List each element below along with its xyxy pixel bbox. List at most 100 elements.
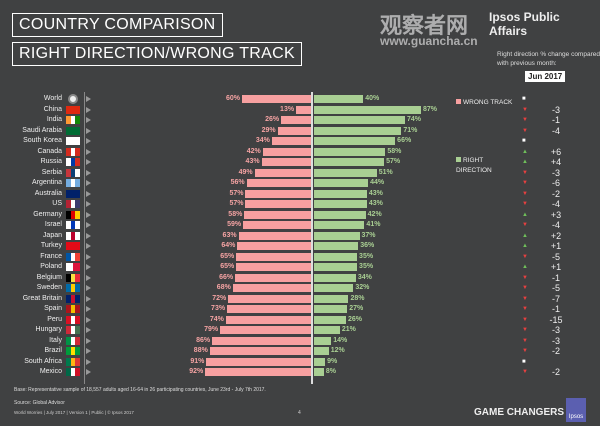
- trend-up-icon: ▲: [522, 264, 528, 270]
- right-direction-label: 74%: [407, 116, 422, 123]
- change-value: -3: [551, 104, 560, 115]
- play-arrow-icon: [86, 253, 91, 260]
- wrong-track-bar: [235, 273, 311, 282]
- wrong-track-bar: [245, 189, 311, 198]
- chart-row: South Africa 91% 9% ■: [0, 357, 600, 367]
- right-direction-label: 27%: [349, 305, 364, 312]
- trend-down-icon: ▼: [522, 348, 528, 354]
- trend-down-icon: ▼: [522, 222, 528, 228]
- wrong-track-bar: [277, 126, 311, 135]
- flag-icon: [66, 221, 80, 229]
- wrong-track-label: 42%: [246, 147, 261, 155]
- country-label: India: [46, 116, 62, 123]
- change-value: -1: [551, 304, 560, 314]
- play-arrow-icon: [86, 148, 91, 155]
- right-direction-label: 44%: [370, 179, 385, 186]
- trend-up-icon: ▲: [522, 159, 528, 165]
- chart-row: Israel 59% 41% ▼ -4: [0, 220, 600, 230]
- wrong-track-bar: [232, 284, 311, 292]
- right-direction-label: 40%: [365, 95, 380, 102]
- brand-name: Ipsos Public Affairs: [489, 10, 560, 38]
- play-arrow-icon: [86, 127, 91, 134]
- trend-down-icon: ▼: [522, 180, 528, 186]
- right-direction-label: 87%: [423, 105, 438, 113]
- wrong-track-bar: [205, 368, 311, 376]
- trend-down-icon: ▼: [522, 253, 528, 260]
- change-value: -4: [551, 125, 560, 136]
- wrong-track-label: 65%: [220, 252, 235, 260]
- change-value: -1: [551, 115, 560, 125]
- wrong-track-bar: [220, 326, 311, 334]
- country-label: Germany: [33, 210, 62, 218]
- right-direction-label: 35%: [359, 263, 374, 270]
- wrong-track-bar: [212, 336, 311, 345]
- right-direction-bar: [314, 189, 367, 198]
- country-label: Israel: [44, 221, 62, 228]
- trend-down-icon: ▼: [522, 327, 528, 333]
- page-number: 4: [298, 410, 301, 416]
- country-label: Canada: [37, 147, 62, 155]
- wrong-track-label: 68%: [216, 284, 231, 291]
- change-note: Right direction % change compared with p…: [497, 51, 600, 67]
- right-direction-bar: [314, 336, 332, 345]
- trend-up-icon: ▲: [522, 232, 528, 239]
- wrong-track-label: 34%: [255, 137, 270, 144]
- wrong-track-bar: [206, 357, 311, 366]
- wrong-track-label: 72%: [212, 294, 227, 302]
- flag-icon: [66, 158, 80, 166]
- flag-icon: [66, 231, 80, 240]
- change-value: -5: [551, 283, 560, 293]
- country-label: Japan: [42, 231, 62, 239]
- base-note: Base: Representative sample of 18,557 ad…: [14, 387, 266, 393]
- flag-icon: [66, 305, 80, 313]
- flag-icon: [66, 200, 80, 208]
- right-direction-bar: [314, 210, 366, 219]
- globe-icon: [68, 94, 78, 104]
- right-direction-bar: [314, 294, 349, 303]
- wrong-track-bar: [236, 252, 311, 261]
- title-country-comparison: COUNTRY COMPARISON: [12, 13, 223, 37]
- play-arrow-icon: [86, 96, 91, 102]
- change-value: -3: [551, 325, 560, 335]
- flag-icon: [66, 326, 80, 334]
- trend-down-icon: ▼: [522, 337, 528, 344]
- right-direction-bar: [314, 158, 385, 166]
- wrong-track-bar: [242, 95, 311, 103]
- right-direction-bar: [314, 315, 346, 324]
- right-direction-bar: [314, 137, 396, 145]
- right-direction-bar: [314, 326, 340, 334]
- right-direction-bar: [314, 357, 326, 366]
- right-direction-bar: [314, 105, 421, 114]
- right-direction-bar: [314, 284, 354, 292]
- country-label: Poland: [40, 263, 62, 270]
- chart-row: India 26% 74% ▼ -1: [0, 115, 600, 125]
- play-arrow-icon: [86, 316, 91, 323]
- chart-row: Sweden 68% 32% ▼ -5: [0, 283, 600, 293]
- wrong-track-bar: [237, 242, 311, 250]
- chart-row: Spain 73% 27% ▼ -1: [0, 304, 600, 314]
- country-label: Argentina: [32, 179, 62, 186]
- wrong-track-label: 65%: [220, 263, 235, 270]
- wrong-track-label: 88%: [193, 347, 208, 354]
- center-axis: [311, 92, 313, 384]
- right-direction-bar: [314, 273, 356, 282]
- wrong-track-label: 66%: [219, 273, 234, 281]
- country-label: Russia: [40, 158, 62, 165]
- country-label: Mexico: [39, 368, 62, 375]
- trend-down-icon: ▼: [522, 106, 528, 113]
- wrong-track-bar: [296, 105, 311, 114]
- flag-icon: [66, 105, 80, 114]
- legend-label: WRONG TRACK: [463, 99, 513, 106]
- wrong-track-label: 91%: [190, 357, 205, 365]
- country-label: Hungary: [35, 326, 62, 333]
- chart-row: Canada 42% 58% ▲ +6: [0, 147, 600, 157]
- flag-icon: [66, 189, 80, 198]
- right-direction-bar: [314, 147, 386, 156]
- right-direction-label: 42%: [367, 210, 382, 218]
- play-arrow-icon: [86, 369, 91, 375]
- chart-row: Poland 65% 35% ▲ +1: [0, 262, 600, 272]
- country-label: Peru: [47, 315, 62, 323]
- right-direction-label: 57%: [386, 158, 401, 165]
- source-note: Source: Global Advisor: [14, 400, 65, 406]
- country-label: Sweden: [36, 284, 62, 291]
